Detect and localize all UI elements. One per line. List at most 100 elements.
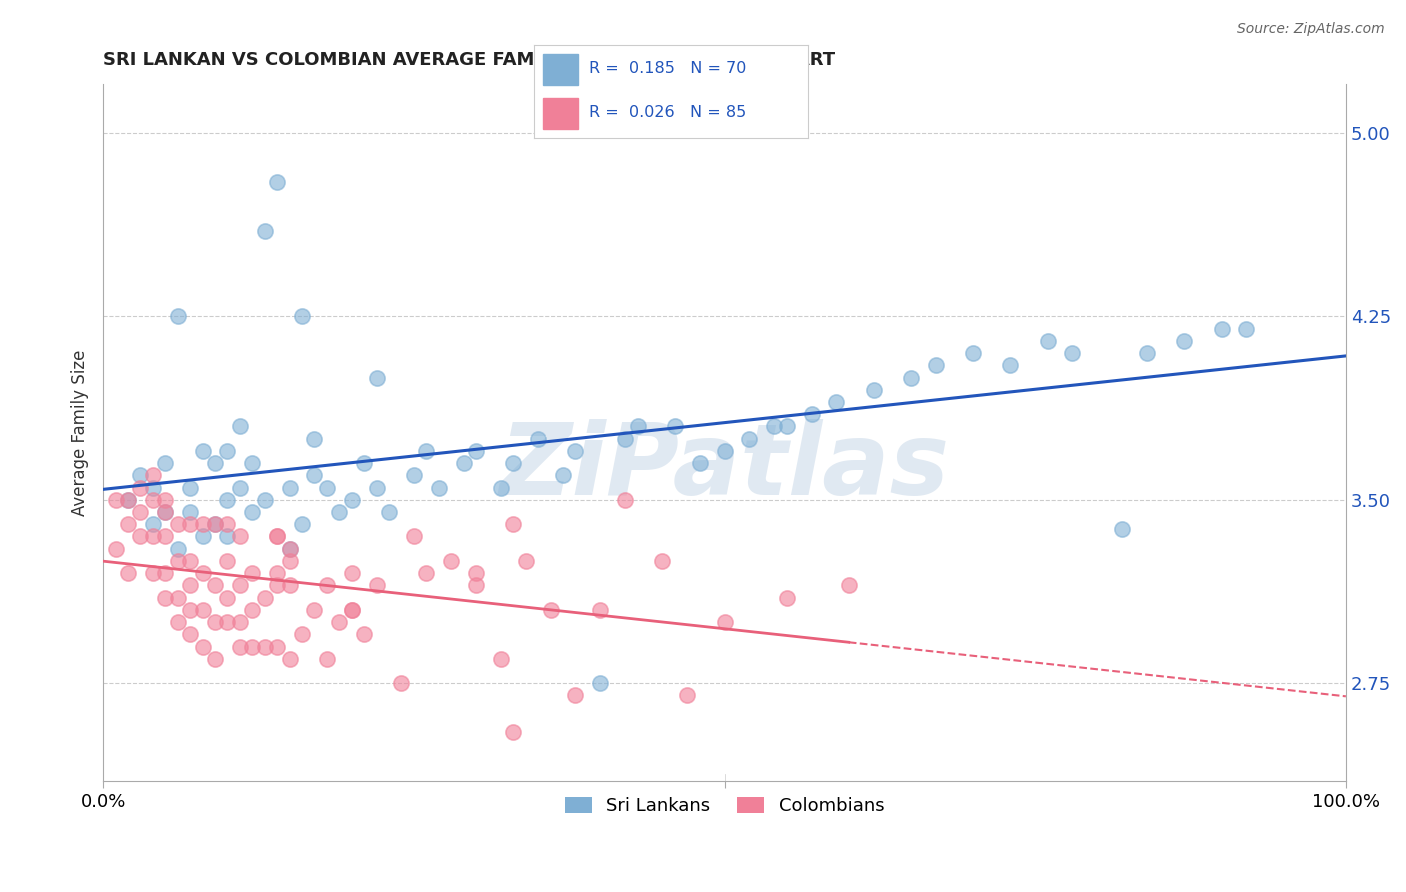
Point <box>229 481 252 495</box>
Point <box>291 517 314 532</box>
Point <box>142 566 165 581</box>
Point <box>527 432 550 446</box>
Text: R =  0.185   N = 70: R = 0.185 N = 70 <box>589 62 747 77</box>
Point <box>191 443 214 458</box>
Point <box>266 640 288 654</box>
Text: R =  0.026   N = 85: R = 0.026 N = 85 <box>589 105 747 120</box>
Point <box>1036 334 1059 348</box>
Point <box>240 505 263 519</box>
Point <box>191 517 214 532</box>
Point <box>179 603 201 617</box>
Point <box>651 554 673 568</box>
Point <box>179 554 201 568</box>
Point <box>166 517 188 532</box>
Point <box>465 443 488 458</box>
Point <box>179 481 201 495</box>
Point <box>191 566 214 581</box>
Point <box>191 640 214 654</box>
Point <box>925 359 948 373</box>
Point <box>278 541 301 556</box>
Point <box>353 627 375 641</box>
Point <box>1111 522 1133 536</box>
Point <box>155 505 177 519</box>
Point <box>340 566 363 581</box>
Point <box>179 517 201 532</box>
Point <box>291 627 314 641</box>
Point <box>155 566 177 581</box>
Point <box>129 529 152 543</box>
Point <box>564 443 586 458</box>
Point <box>564 689 586 703</box>
Point <box>1062 346 1084 360</box>
Point <box>253 591 276 605</box>
Point <box>229 615 252 629</box>
Point <box>515 554 537 568</box>
Point <box>304 603 326 617</box>
Point <box>229 419 252 434</box>
Point <box>204 615 226 629</box>
Point <box>315 578 337 592</box>
Point <box>253 492 276 507</box>
Point <box>142 492 165 507</box>
Point <box>626 419 648 434</box>
Point <box>240 603 263 617</box>
Point <box>453 456 475 470</box>
Point <box>155 456 177 470</box>
Point <box>838 578 860 592</box>
Point <box>266 529 288 543</box>
Text: Source: ZipAtlas.com: Source: ZipAtlas.com <box>1237 22 1385 37</box>
Point <box>713 443 735 458</box>
Point <box>217 591 239 605</box>
Point <box>217 529 239 543</box>
Point <box>217 517 239 532</box>
Point <box>465 566 488 581</box>
Point <box>489 481 512 495</box>
Point <box>502 725 524 739</box>
Point <box>1236 321 1258 335</box>
Point <box>229 578 252 592</box>
Point <box>142 481 165 495</box>
Point <box>415 443 437 458</box>
Point <box>402 468 425 483</box>
Bar <box>543 54 578 85</box>
Point <box>179 505 201 519</box>
Point <box>155 529 177 543</box>
Point <box>378 505 401 519</box>
Point <box>129 481 152 495</box>
Point <box>315 481 337 495</box>
Text: SRI LANKAN VS COLOMBIAN AVERAGE FAMILY SIZE CORRELATION CHART: SRI LANKAN VS COLOMBIAN AVERAGE FAMILY S… <box>103 51 835 69</box>
Point <box>340 603 363 617</box>
Point <box>1000 359 1022 373</box>
Point <box>204 651 226 665</box>
Point <box>366 370 388 384</box>
Point <box>217 554 239 568</box>
Point <box>304 468 326 483</box>
Point <box>502 456 524 470</box>
Point <box>117 492 139 507</box>
Legend: Sri Lankans, Colombians: Sri Lankans, Colombians <box>555 788 893 824</box>
Point <box>900 370 922 384</box>
Point <box>1173 334 1195 348</box>
Point <box>204 517 226 532</box>
Point <box>278 554 301 568</box>
Point <box>204 517 226 532</box>
Point <box>278 481 301 495</box>
Point <box>142 517 165 532</box>
Point <box>155 591 177 605</box>
Point <box>664 419 686 434</box>
Point <box>315 651 337 665</box>
Point <box>800 407 823 421</box>
Point <box>179 627 201 641</box>
Point <box>763 419 786 434</box>
Point <box>278 541 301 556</box>
Point <box>117 517 139 532</box>
Point <box>217 443 239 458</box>
Point <box>366 481 388 495</box>
Point <box>166 541 188 556</box>
Point <box>253 640 276 654</box>
Point <box>179 578 201 592</box>
Point <box>291 310 314 324</box>
Point <box>825 395 848 409</box>
Point <box>328 615 350 629</box>
Point <box>129 505 152 519</box>
